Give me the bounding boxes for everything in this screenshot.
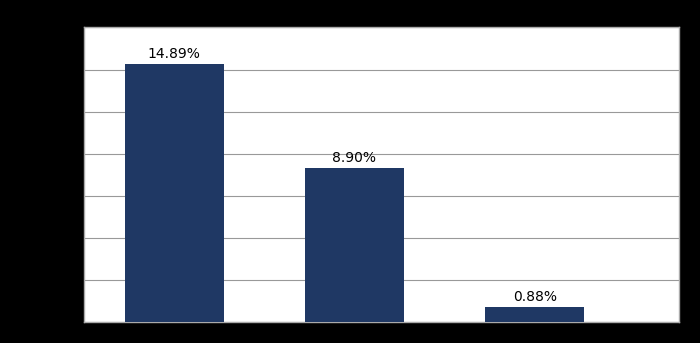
Text: 14.89%: 14.89% xyxy=(148,47,201,61)
Text: 0.88%: 0.88% xyxy=(513,290,557,304)
Text: 8.90%: 8.90% xyxy=(332,151,377,165)
Bar xyxy=(125,64,224,322)
Bar xyxy=(485,307,584,322)
Bar xyxy=(305,168,404,322)
